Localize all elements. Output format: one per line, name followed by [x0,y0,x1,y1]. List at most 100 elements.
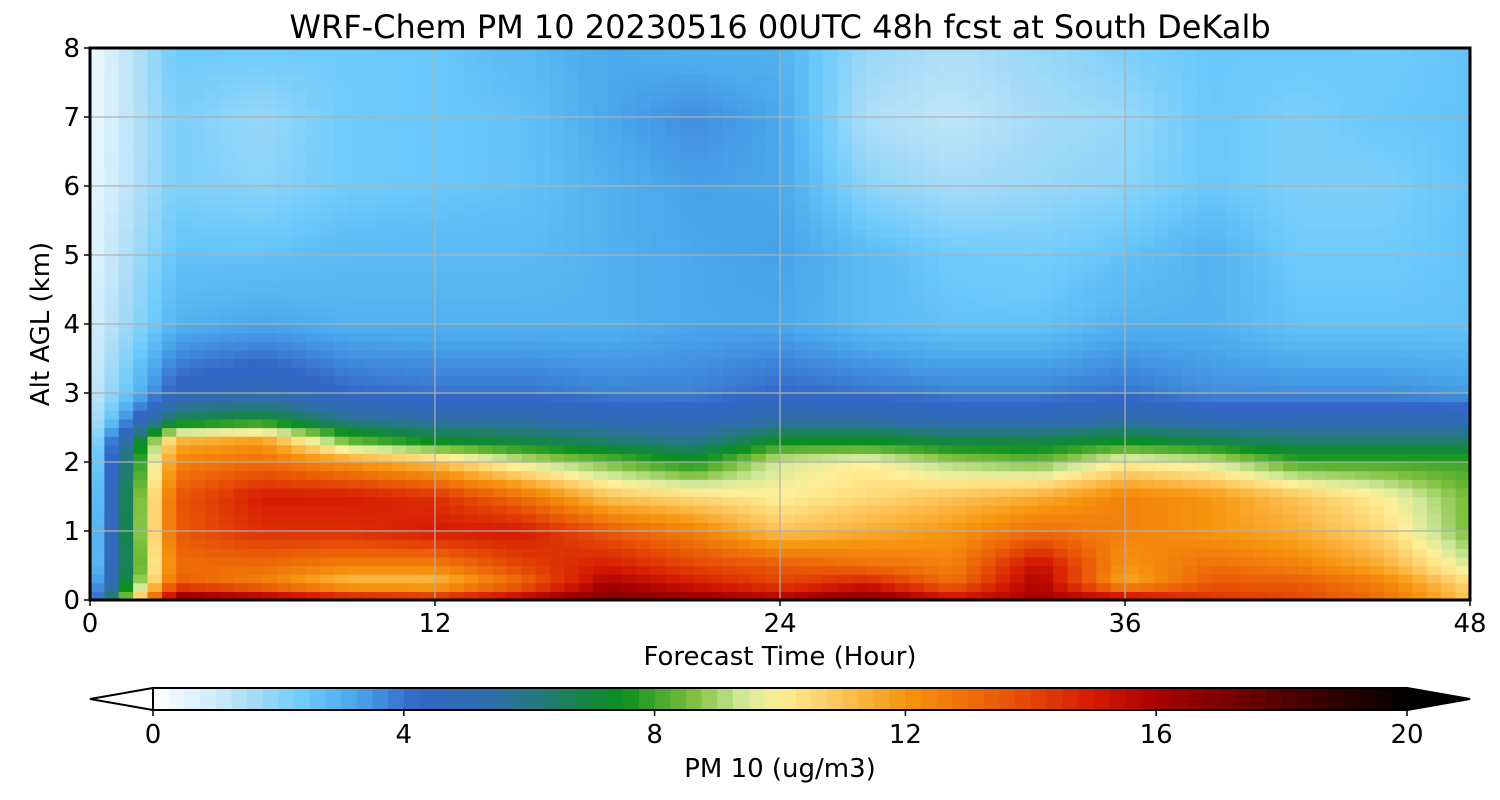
heatmap-cell [406,177,422,187]
heatmap-cell [866,574,882,584]
heatmap-cell [1383,280,1399,291]
heatmap-cell [636,427,652,437]
heatmap-cell [1426,367,1442,377]
heatmap-cell [248,436,264,446]
heatmap-cell [909,522,925,532]
heatmap-cell [1455,177,1471,187]
heatmap-cell [118,574,134,584]
heatmap-cell [1211,556,1227,567]
heatmap-cell [1168,255,1184,265]
heatmap-cell [435,220,450,230]
heatmap-cell [90,453,105,463]
heatmap-cell [1153,418,1169,429]
heatmap-cell [995,211,1011,222]
heatmap-cell [981,470,997,480]
heatmap-cell [1168,384,1184,394]
heatmap-cell [1441,436,1457,446]
heatmap-cell [535,453,551,463]
heatmap-cell [837,410,853,420]
heatmap-cell [1254,280,1270,291]
heatmap-cell [938,367,954,377]
heatmap-cell [1081,479,1097,489]
heatmap-cell [1053,384,1069,394]
heatmap-cell [1110,496,1126,506]
heatmap-cell [1168,324,1184,334]
heatmap-cell [1081,367,1097,377]
heatmap-cell [463,315,479,325]
heatmap-cell [1412,194,1428,204]
heatmap-cell [161,487,177,498]
heatmap-cell [104,591,120,601]
heatmap-cell [794,255,810,265]
heatmap-cell [1211,548,1227,558]
heatmap-cell [219,332,235,342]
heatmap-cell [248,487,264,498]
heatmap-cell [1110,306,1126,316]
heatmap-cell [478,289,494,299]
heatmap-cell [420,229,436,239]
heatmap-cell [1096,548,1112,558]
heatmap-cell [909,513,925,523]
heatmap-cell [708,531,724,541]
heatmap-cell [650,332,666,342]
heatmap-cell [1125,211,1140,222]
heatmap-cell [463,453,479,463]
heatmap-cell [952,306,968,316]
heatmap-cell [176,539,192,549]
heatmap-cell [693,349,709,360]
heatmap-cell [391,591,407,601]
heatmap-cell [780,358,795,368]
heatmap-cell [1254,565,1270,575]
heatmap-cell [1196,186,1212,196]
heatmap-cell [262,220,278,230]
heatmap-cell [147,246,163,256]
heatmap-cell [1038,168,1054,178]
heatmap-cell [923,487,939,498]
heatmap-cell [593,315,609,325]
heatmap-cell [665,582,680,592]
heatmap-cell [1383,401,1399,411]
heatmap-cell [1311,487,1327,498]
heatmap-cell [463,470,479,480]
heatmap-cell [621,341,637,351]
heatmap-cell [449,324,465,334]
heatmap-cell [1426,151,1442,161]
heatmap-cell [650,582,666,592]
heatmap-cell [1355,513,1370,523]
heatmap-cell [147,332,163,342]
heatmap-cell [808,324,824,334]
heatmap-cell [1455,324,1471,334]
heatmap-cell [1053,289,1069,299]
heatmap-cell [363,591,379,601]
heatmap-cell [535,332,551,342]
heatmap-cell [161,280,177,291]
heatmap-cell [722,194,738,204]
heatmap-cell [693,470,709,480]
heatmap-cell [650,160,666,170]
heatmap-cell [205,349,220,360]
heatmap-cell [1196,211,1212,222]
heatmap-cell [1081,203,1097,213]
heatmap-cell [1024,289,1040,299]
heatmap-cell [880,211,896,222]
heatmap-cell [880,582,896,592]
heatmap-cell [1125,513,1140,523]
heatmap-cell [880,513,896,523]
heatmap-cell [1067,522,1083,532]
heatmap-cell [1182,462,1198,472]
heatmap-cell [1153,263,1169,273]
heatmap-cell [118,401,134,411]
heatmap-cell [1053,341,1069,351]
heatmap-cell [90,229,105,239]
heatmap-cell [377,393,393,403]
heatmap-cell [1225,237,1241,247]
heatmap-cell [1024,349,1040,360]
heatmap-cell [578,487,594,498]
heatmap-cell [665,565,680,575]
heatmap-cell [693,177,709,187]
heatmap-cell [679,298,695,308]
heatmap-cell [693,427,709,437]
heatmap-cell [938,453,954,463]
heatmap-cell [722,591,738,601]
heatmap-cell [736,556,752,567]
